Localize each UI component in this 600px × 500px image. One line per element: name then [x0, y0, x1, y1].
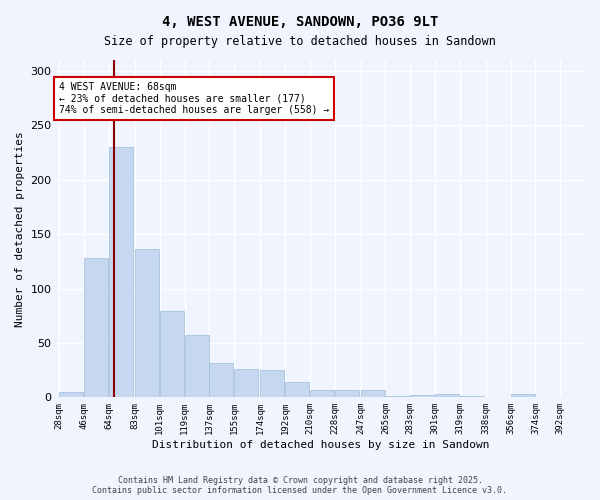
Bar: [109, 147, 133, 398]
Text: Size of property relative to detached houses in Sandown: Size of property relative to detached ho…: [104, 35, 496, 48]
Bar: [185, 336, 209, 398]
Bar: [435, 394, 459, 398]
Bar: [59, 392, 83, 398]
Bar: [385, 396, 410, 398]
Y-axis label: Number of detached properties: Number of detached properties: [15, 131, 25, 326]
X-axis label: Distribution of detached houses by size in Sandown: Distribution of detached houses by size …: [152, 440, 490, 450]
Bar: [209, 362, 233, 398]
Bar: [460, 396, 484, 398]
Bar: [361, 390, 385, 398]
Bar: [410, 395, 434, 398]
Text: Contains HM Land Registry data © Crown copyright and database right 2025.
Contai: Contains HM Land Registry data © Crown c…: [92, 476, 508, 495]
Bar: [234, 369, 258, 398]
Bar: [335, 390, 359, 398]
Bar: [84, 258, 108, 398]
Bar: [260, 370, 284, 398]
Bar: [285, 382, 309, 398]
Text: 4, WEST AVENUE, SANDOWN, PO36 9LT: 4, WEST AVENUE, SANDOWN, PO36 9LT: [162, 15, 438, 29]
Bar: [135, 250, 159, 398]
Bar: [160, 312, 184, 398]
Bar: [511, 394, 535, 398]
Bar: [310, 390, 334, 398]
Text: 4 WEST AVENUE: 68sqm
← 23% of detached houses are smaller (177)
74% of semi-deta: 4 WEST AVENUE: 68sqm ← 23% of detached h…: [59, 82, 329, 115]
